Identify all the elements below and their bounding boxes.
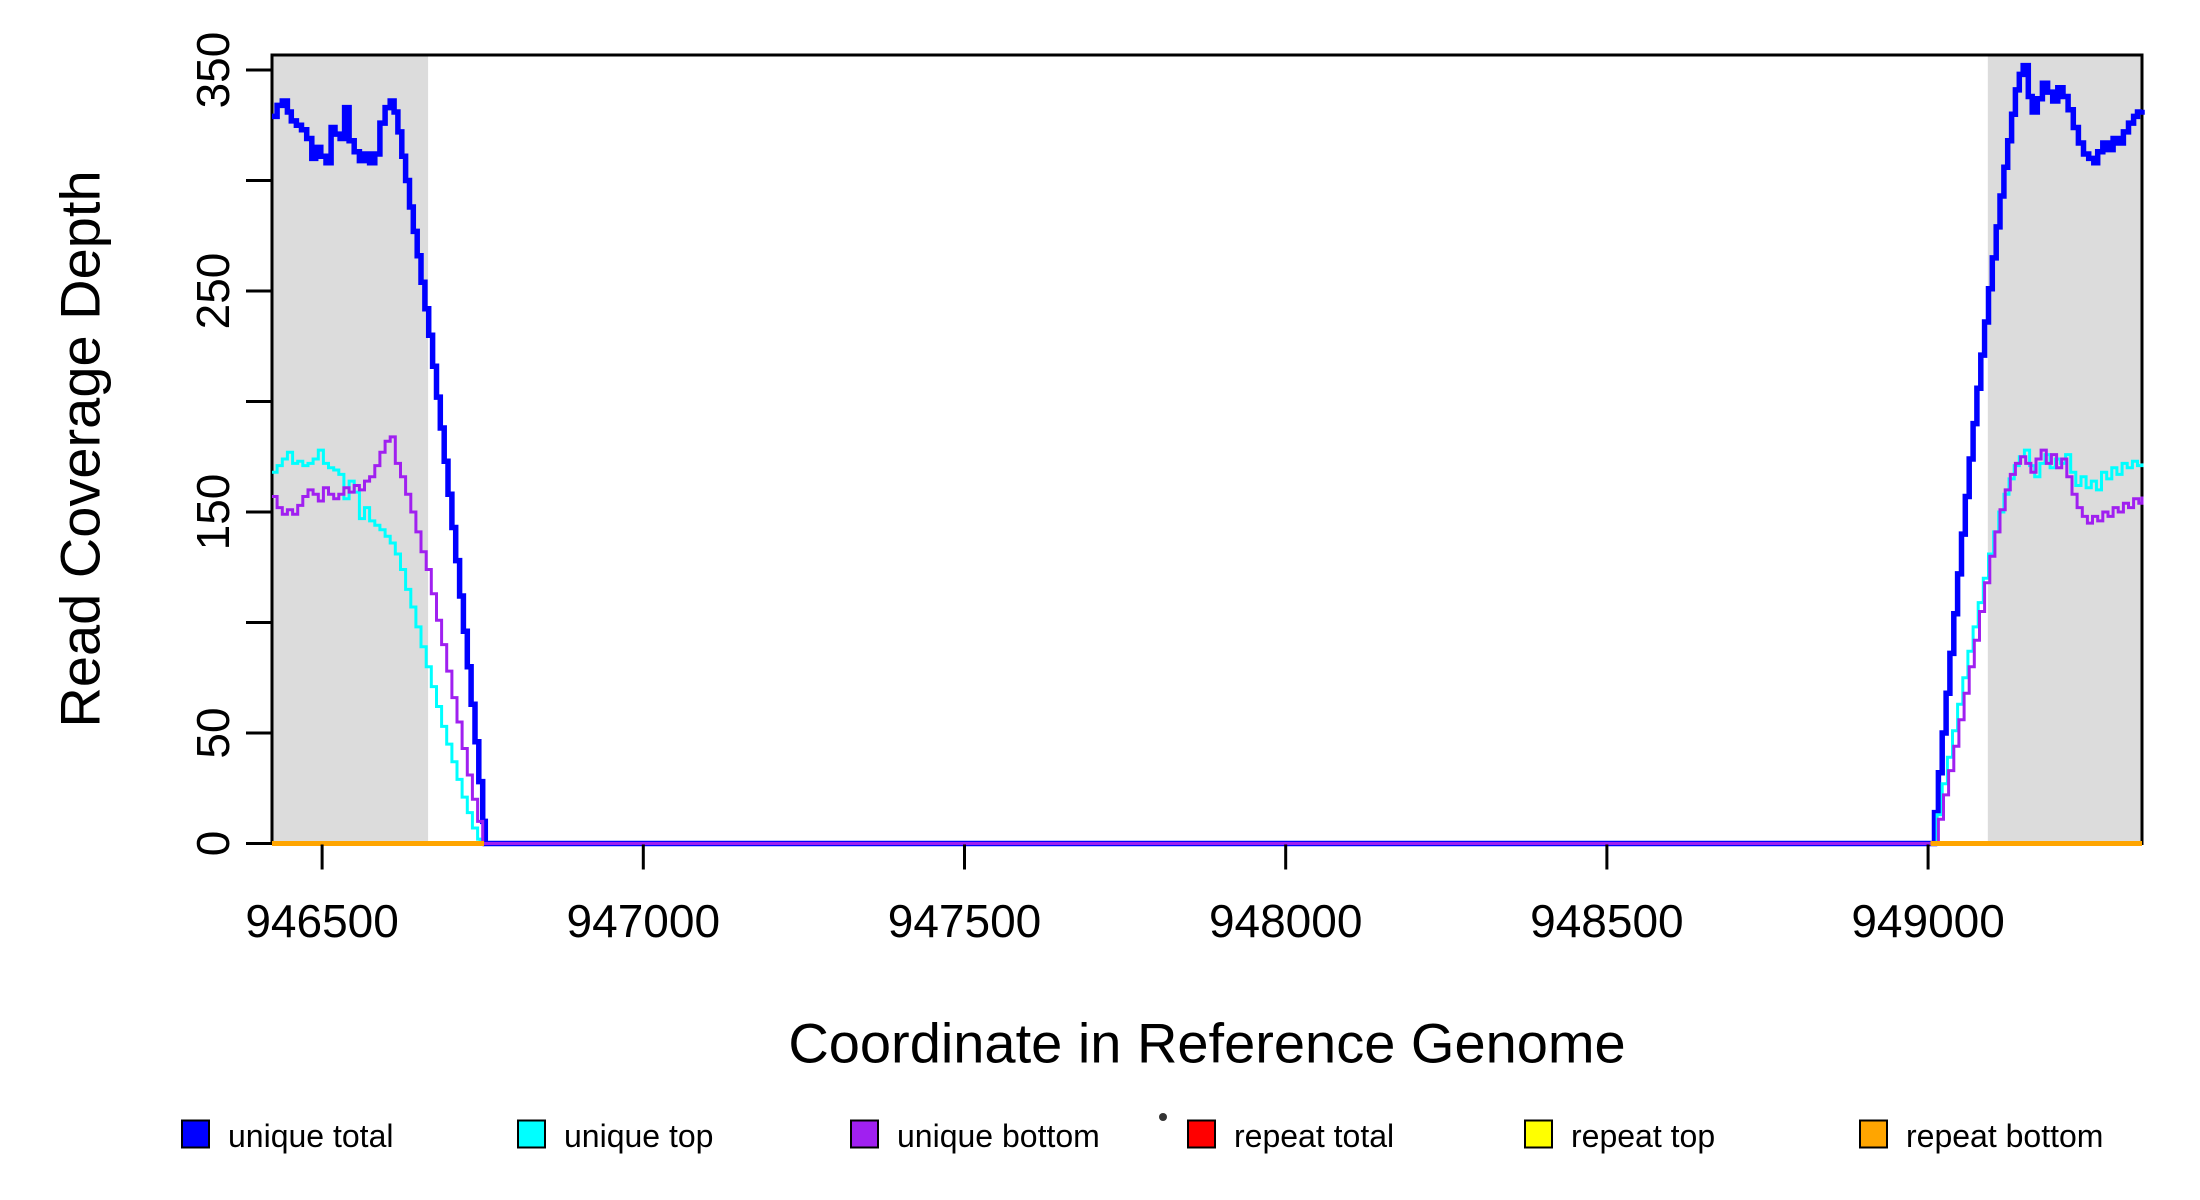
legend-item-unique-total: unique total: [181, 1118, 393, 1154]
plot-frame: [270, 53, 2144, 845]
legend-label: unique bottom: [897, 1118, 1100, 1154]
series-line-unique-top: [272, 448, 2144, 845]
y-tick-label: 150: [187, 474, 239, 551]
x-tick-label: 948000: [1209, 895, 1363, 947]
shaded-region: [272, 55, 429, 844]
legend-item-unique-bottom: unique bottom: [850, 1118, 1100, 1154]
stray-mark-dot: [1159, 1113, 1167, 1121]
x-tick-label: 946500: [245, 895, 399, 947]
legend-swatch: [1859, 1119, 1888, 1149]
legend-swatch: [181, 1119, 210, 1149]
x-tick-label: 947000: [567, 895, 721, 947]
shaded-regions: [272, 55, 2142, 844]
legend-label: repeat top: [1571, 1118, 1715, 1154]
legend-item-repeat-top: repeat top: [1524, 1118, 1715, 1154]
y-axis-title: Read Coverage Depth: [49, 170, 112, 727]
legend-label: unique top: [564, 1118, 713, 1154]
x-tick-label: 947500: [888, 895, 1042, 947]
y-tick-label: 350: [187, 32, 239, 109]
y-tick-label: 50: [187, 707, 239, 758]
y-tick-label: 0: [187, 831, 239, 857]
series-lines: [272, 62, 2145, 847]
shaded-region: [1987, 55, 2142, 844]
legend-label: repeat total: [1234, 1118, 1394, 1154]
legend-swatch: [1524, 1119, 1553, 1149]
series-line-unique-bottom: [272, 435, 2144, 845]
legend-label: repeat bottom: [1906, 1118, 2103, 1154]
legend-swatch: [850, 1119, 879, 1149]
y-tick-label: 250: [187, 253, 239, 330]
axis-tick-labels: 946500 947000 947500 948000 948500 949000 0 50 1…: [187, 32, 2005, 947]
legend-swatch: [1187, 1119, 1216, 1149]
legend: unique total unique top unique bottom repea…: [181, 1118, 2103, 1154]
legend-item-repeat-bottom: repeat bottom: [1859, 1118, 2103, 1154]
legend-swatch: [517, 1119, 546, 1149]
x-axis-title: Coordinate in Reference Genome: [788, 1012, 1625, 1075]
x-tick-label: 949000: [1851, 895, 2005, 947]
x-tick-label: 948500: [1530, 895, 1684, 947]
legend-label: unique total: [228, 1118, 393, 1154]
legend-item-unique-top: unique top: [517, 1118, 713, 1154]
axis-ticks: [246, 68, 1930, 870]
plot-box: [270, 53, 2144, 845]
series-line-unique-total: [272, 62, 2145, 847]
legend-item-repeat-total: repeat total: [1187, 1118, 1394, 1154]
